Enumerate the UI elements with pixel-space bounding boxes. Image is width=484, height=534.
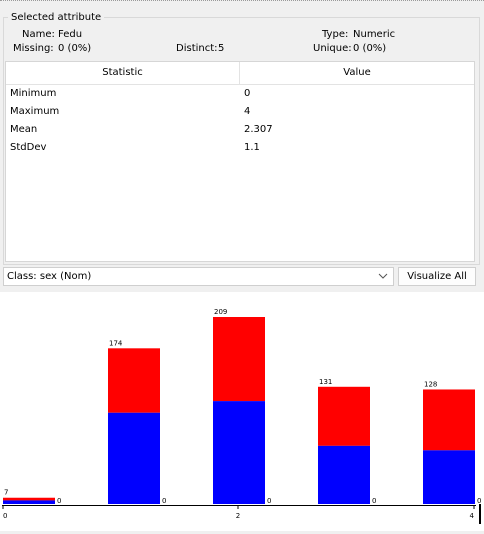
value-cell: 4 — [244, 106, 251, 117]
class-attribute-value: Class: sex (Nom) — [7, 271, 92, 282]
chevron-down-icon — [378, 273, 388, 279]
unique-label: Unique: — [313, 43, 352, 54]
table-row[interactable]: Maximum 4 — [6, 103, 474, 121]
type-label: Type: — [322, 29, 349, 40]
bar-zero-label: 0 — [372, 497, 376, 505]
name-label: Name: — [22, 29, 55, 40]
table-header: Statistic Value — [6, 62, 474, 85]
bar-count-label: 209 — [214, 308, 227, 316]
statistics-table: Statistic Value Minimum 0 Maximum 4 Mean… — [5, 61, 475, 262]
bar-count-label: 7 — [4, 489, 8, 497]
value-cell: 1.1 — [244, 142, 260, 153]
bar-count-label: 174 — [109, 339, 123, 347]
column-divider[interactable] — [239, 62, 240, 84]
histogram-bar-red — [423, 389, 475, 451]
x-tick-label: 0 — [3, 512, 7, 520]
histogram-bar-red — [3, 497, 55, 501]
statistic-cell: Minimum — [10, 88, 57, 99]
bar-zero-label: 0 — [57, 497, 61, 505]
table-row[interactable]: StdDev 1.1 — [6, 139, 474, 157]
histogram-bar-red — [213, 317, 265, 402]
value-cell: 2.307 — [244, 124, 273, 135]
type-value: Numeric — [353, 29, 396, 40]
bar-zero-label: 0 — [162, 497, 166, 505]
missing-value: 0 (0%) — [58, 43, 92, 54]
distinct-label: Distinct: — [176, 43, 218, 54]
class-attribute-dropdown[interactable]: Class: sex (Nom) — [3, 267, 394, 286]
histogram-bar-blue — [213, 401, 265, 504]
histogram-bar-blue — [318, 445, 370, 504]
histogram-bar-red — [108, 348, 160, 413]
panel-title: Selected attribute — [8, 12, 105, 23]
column-header-value[interactable]: Value — [343, 67, 371, 78]
value-cell: 0 — [244, 88, 251, 99]
table-row[interactable]: Mean 2.307 — [6, 121, 474, 139]
histogram-bar-red — [318, 386, 370, 446]
histogram-bar-blue — [108, 412, 160, 504]
x-tick-label: 4 — [470, 512, 475, 520]
statistic-cell: Mean — [10, 124, 38, 135]
x-tick-label: 2 — [236, 512, 240, 520]
histogram-bar-blue — [423, 450, 475, 504]
unique-value: 0 (0%) — [353, 43, 387, 54]
distinct-value: 5 — [218, 43, 225, 54]
bar-count-label: 128 — [424, 380, 437, 388]
histogram-bar-blue — [3, 500, 55, 504]
table-row[interactable]: Minimum 0 — [6, 85, 474, 103]
top-divider — [0, 0, 484, 2]
bar-zero-label: 0 — [267, 497, 271, 505]
bar-zero-label: 0 — [477, 497, 481, 505]
statistic-cell: Maximum — [10, 106, 60, 117]
bar-count-label: 131 — [319, 378, 332, 386]
name-value: Fedu — [58, 29, 83, 40]
column-header-statistic[interactable]: Statistic — [102, 67, 143, 78]
statistic-cell: StdDev — [10, 142, 47, 153]
visualize-all-button[interactable]: Visualize All — [398, 267, 476, 286]
histogram-panel: 7 0 174 0 209 0 131 0 128 0 0 2 4 — [0, 292, 484, 531]
missing-label: Missing: — [13, 43, 54, 54]
histogram-chart: 7 0 174 0 209 0 131 0 128 0 0 2 4 — [2, 308, 481, 524]
